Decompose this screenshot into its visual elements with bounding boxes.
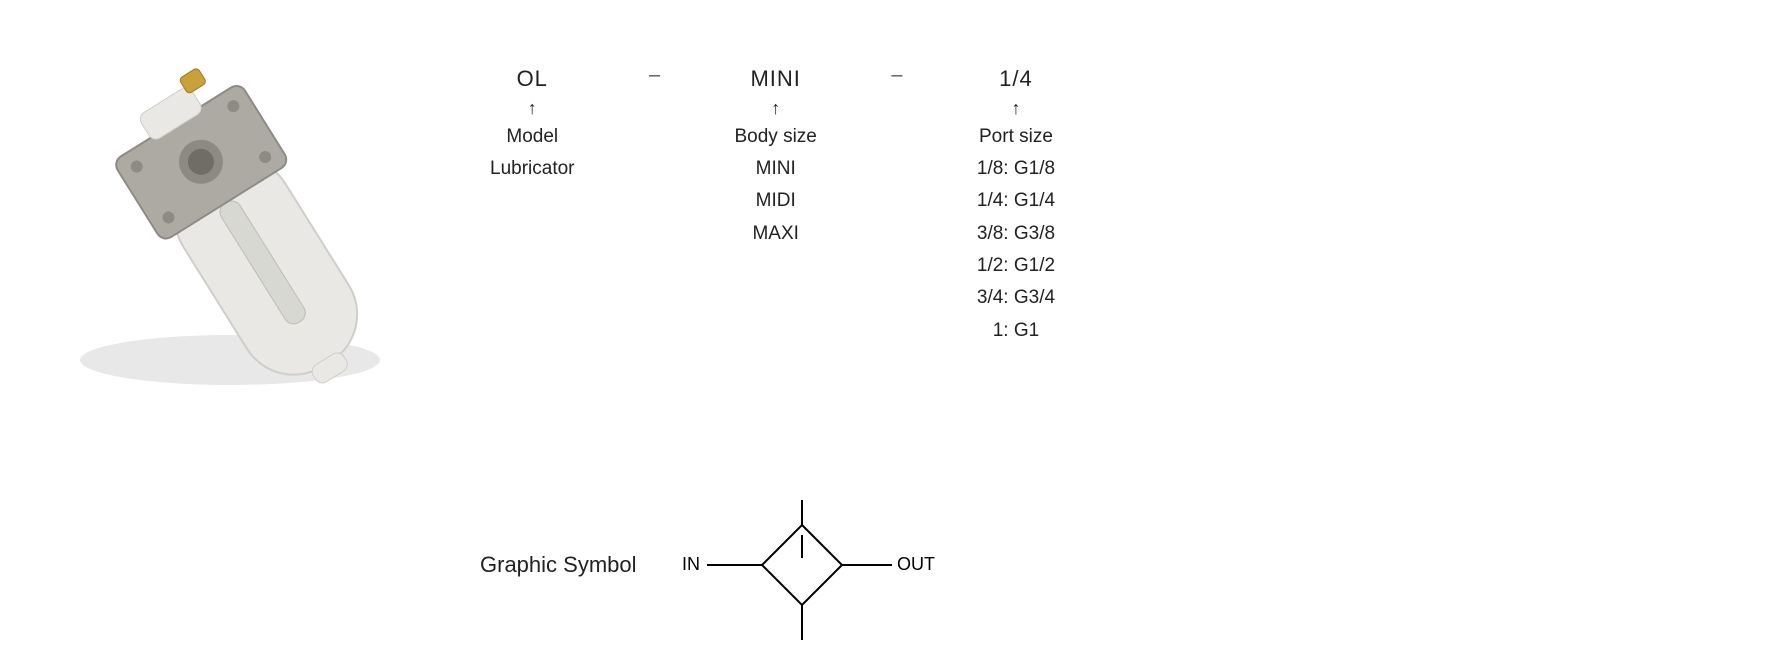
- spec-code: 1/4: [999, 60, 1033, 97]
- spec-value: 3/4: G3/4: [977, 282, 1055, 314]
- graphic-symbol-title: Graphic Symbol: [480, 552, 637, 578]
- spec-values: MINI MIDI MAXI: [752, 153, 798, 250]
- graphic-symbol-section: Graphic Symbol IN OUT: [480, 480, 937, 650]
- spec-col-portsize: 1/4 ↑ Port size 1/8: G1/8 1/4: G1/4 3/8:…: [977, 60, 1055, 347]
- spec-value: 1/2: G1/2: [977, 250, 1055, 282]
- ordering-code-table: OL ↑ Model Lubricator – MINI ↑ Body size…: [490, 60, 1055, 347]
- spec-value: 1/4: G1/4: [977, 185, 1055, 217]
- spec-label: Body size: [735, 121, 817, 153]
- spec-values: 1/8: G1/8 1/4: G1/4 3/8: G3/8 1/2: G1/2 …: [977, 153, 1055, 347]
- spec-value: MINI: [752, 153, 798, 185]
- code-dash: –: [645, 60, 665, 347]
- lubricator-symbol-icon: IN OUT: [677, 480, 937, 650]
- spec-value: 3/8: G3/8: [977, 218, 1055, 250]
- spec-value: 1: G1: [977, 315, 1055, 347]
- up-arrow-icon: ↑: [528, 97, 537, 120]
- spec-values: Lubricator: [490, 153, 575, 185]
- spec-code: MINI: [750, 60, 800, 97]
- up-arrow-icon: ↑: [771, 97, 780, 120]
- spec-value: 1/8: G1/8: [977, 153, 1055, 185]
- spec-col-model: OL ↑ Model Lubricator: [490, 60, 575, 347]
- spec-label: Port size: [979, 121, 1053, 153]
- symbol-out-label: OUT: [897, 554, 935, 574]
- symbol-in-label: IN: [682, 554, 700, 574]
- product-photo: [60, 40, 450, 400]
- spec-label: Model: [506, 121, 558, 153]
- up-arrow-icon: ↑: [1011, 97, 1020, 120]
- spec-value: Lubricator: [490, 153, 575, 185]
- code-dash: –: [887, 60, 907, 347]
- spec-value: MAXI: [752, 218, 798, 250]
- spec-col-bodysize: MINI ↑ Body size MINI MIDI MAXI: [735, 60, 817, 347]
- spec-value: MIDI: [752, 185, 798, 217]
- spec-code: OL: [517, 60, 548, 97]
